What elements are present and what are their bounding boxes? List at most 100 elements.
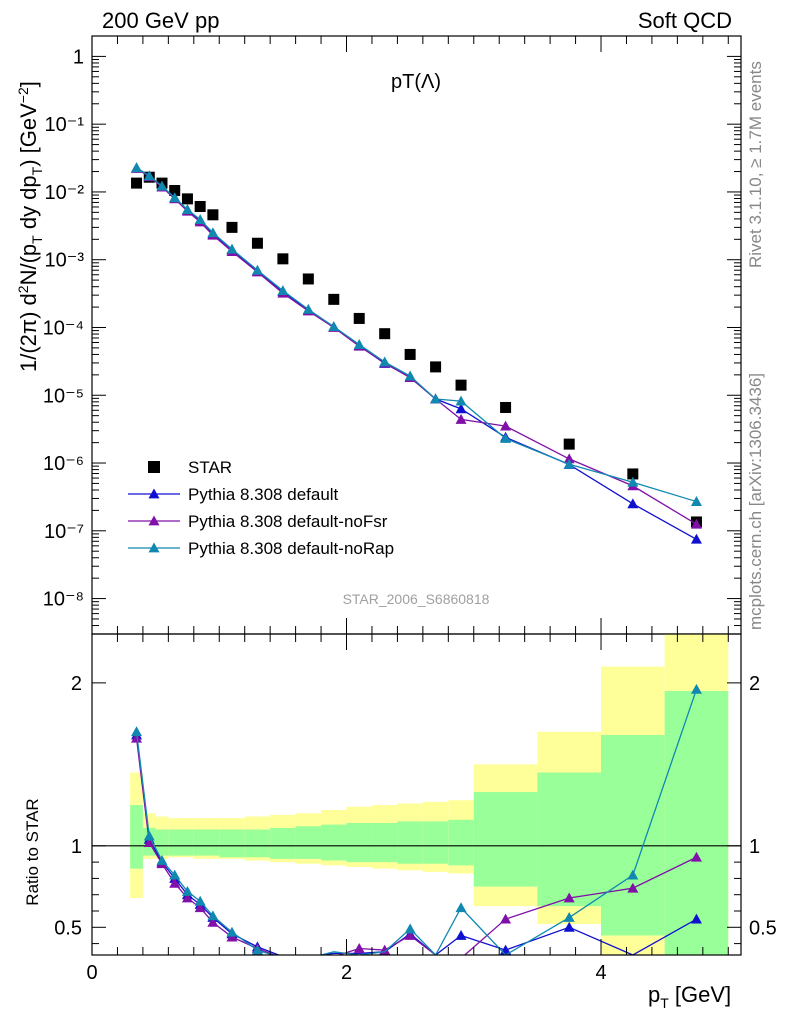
legend-label: Pythia 8.308 default-noRap	[188, 539, 394, 558]
ratio-point	[251, 944, 263, 955]
legend-label: STAR	[188, 458, 232, 477]
legend-label: Pythia 8.308 default-noFsr	[188, 512, 388, 531]
x-axis: 0 2 4	[86, 36, 729, 984]
green-band	[371, 823, 398, 863]
data-point	[302, 303, 314, 314]
green-band	[130, 805, 143, 869]
ratio-point	[207, 916, 219, 927]
ratio-point	[563, 892, 575, 903]
green-band	[346, 823, 372, 863]
ratio-point	[226, 926, 238, 937]
ratio-point	[353, 942, 365, 953]
legend-marker	[148, 488, 160, 499]
ratio-point	[690, 913, 702, 924]
data-point	[194, 214, 206, 225]
main-y-axis: 10⁻⁸ 10⁻⁷ 10⁻⁶ 10⁻⁵ 10⁻⁴ 10⁻³ 10⁻² 10⁻¹ 1	[43, 35, 741, 635]
data-point	[194, 200, 206, 212]
y-tick-label: 10⁻¹	[45, 114, 85, 136]
data-point	[169, 192, 181, 203]
green-band	[422, 821, 449, 864]
ratio-point	[194, 902, 206, 913]
green-band	[321, 824, 347, 861]
data-point	[404, 370, 416, 381]
main-ylabel: 1/(2π) d2N/(pT dy dpT) [GeV−2]	[15, 81, 45, 372]
ratio-y-tick-label: 2	[71, 673, 82, 695]
data-point	[627, 476, 639, 487]
green-band	[601, 735, 665, 936]
ratio-line	[135, 734, 697, 955]
data-point	[563, 453, 575, 464]
series-line	[136, 167, 697, 503]
ratio-point	[207, 910, 219, 921]
data-point	[500, 420, 512, 431]
green-band	[219, 829, 245, 858]
data-point	[169, 185, 181, 197]
y-tick-label: 1	[73, 46, 84, 68]
data-point	[353, 312, 365, 324]
green-band	[155, 829, 169, 856]
data-point	[455, 403, 467, 414]
y-tick-label: 10⁻⁴	[43, 317, 84, 339]
ratio-ylabel: Ratio to STAR	[23, 798, 42, 905]
data-point	[131, 177, 143, 189]
green-band	[397, 821, 423, 864]
legend: STAR Pythia 8.308 default Pythia 8.308 def…	[128, 458, 394, 558]
ratio-point	[156, 854, 168, 865]
data-point	[627, 468, 639, 480]
data-point	[207, 227, 219, 238]
ratio-y-tick-label: 1	[71, 836, 82, 858]
ratio-point	[690, 851, 702, 862]
data-point	[277, 285, 289, 296]
ratio-line	[135, 738, 697, 955]
green-band	[295, 826, 322, 859]
ratio-y-tick-label: 0.5	[54, 917, 82, 939]
y-tick-label: 10⁻⁵	[43, 385, 84, 407]
watermark: STAR_2006_S6860818	[343, 591, 490, 607]
legend-marker	[148, 515, 160, 526]
data-point	[181, 193, 193, 205]
data-point	[690, 533, 702, 544]
green-band	[168, 829, 182, 856]
ratio-point	[563, 912, 575, 922]
data-point	[379, 356, 391, 367]
ratio-point	[131, 726, 143, 737]
y-tick-label: 10⁻²	[45, 182, 85, 204]
ratio-point	[181, 885, 193, 896]
ratio-point	[194, 895, 206, 906]
data-point	[207, 209, 219, 221]
ratio-line	[135, 689, 698, 955]
main-title: pT(Λ)	[391, 71, 441, 93]
ratio-y-axis: 0.5 0.5 1 1 2 2	[54, 673, 777, 945]
ratio-series-2	[131, 683, 702, 955]
data-point	[328, 293, 340, 305]
y-tick-label: 10⁻⁶	[43, 453, 84, 475]
header-left: 200 GeV pp	[102, 8, 220, 33]
green-band	[181, 829, 194, 856]
ratio-point	[455, 902, 467, 913]
data-point	[353, 339, 365, 349]
data-point	[430, 361, 442, 373]
ratio-point	[169, 869, 181, 880]
green-band	[537, 772, 602, 907]
data-point	[627, 498, 639, 509]
ratio-frame	[91, 633, 742, 956]
data-point	[302, 273, 314, 285]
xlabel: pT [GeV]	[648, 982, 731, 1011]
green-band	[473, 792, 538, 887]
y-tick-label: 10⁻⁸	[43, 589, 84, 611]
green-band	[206, 829, 220, 856]
ratio-point	[143, 837, 155, 847]
series-line	[136, 167, 697, 540]
green-band	[448, 819, 474, 866]
data-point	[500, 401, 512, 413]
data-point	[277, 253, 289, 265]
data-point	[251, 237, 263, 249]
data-point	[455, 395, 467, 406]
x-tick-label: 4	[595, 962, 606, 984]
ratio-y-tick-label-right: 0.5	[749, 917, 777, 939]
ratio-point	[627, 869, 639, 880]
legend-marker	[148, 542, 160, 553]
ratio-point	[563, 921, 575, 932]
ratio-panel: 0.5 0.5 1 1 2 2 0 2 4 Ratio to STAR	[23, 36, 777, 984]
